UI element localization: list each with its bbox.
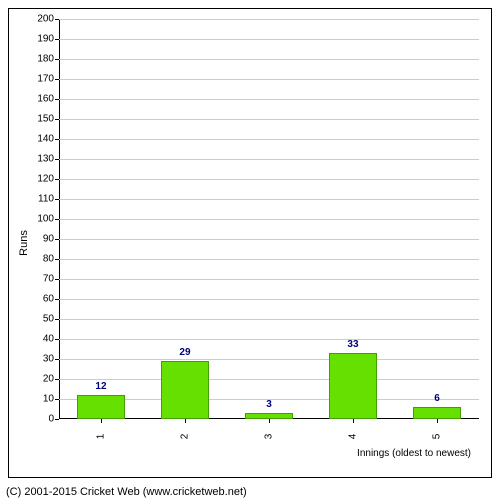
ytick-label: 170	[37, 74, 54, 85]
ytick-mark	[55, 39, 59, 40]
ytick-label: 130	[37, 154, 54, 165]
gridline	[59, 79, 479, 80]
ytick-mark	[55, 219, 59, 220]
xtick-label: 2	[180, 434, 191, 440]
gridline	[59, 179, 479, 180]
ytick-mark	[55, 399, 59, 400]
ytick-label: 110	[38, 194, 54, 205]
gridline	[59, 319, 479, 320]
ytick-label: 10	[43, 394, 54, 405]
xtick-label: 4	[348, 434, 359, 440]
footer-copyright: (C) 2001-2015 Cricket Web (www.cricketwe…	[6, 486, 247, 498]
gridline	[59, 279, 479, 280]
ytick-label: 100	[37, 214, 54, 225]
ytick-label: 120	[37, 174, 54, 185]
gridline	[59, 19, 479, 20]
ytick-mark	[55, 339, 59, 340]
gridline	[59, 239, 479, 240]
ytick-mark	[55, 79, 59, 80]
xtick-label: 5	[432, 434, 443, 440]
ytick-label: 160	[37, 94, 54, 105]
bar: 33	[329, 353, 378, 419]
bar: 29	[161, 361, 210, 419]
ytick-label: 50	[43, 314, 54, 325]
ytick-label: 80	[43, 254, 54, 265]
ytick-label: 140	[37, 134, 54, 145]
gridline	[59, 119, 479, 120]
gridline	[59, 219, 479, 220]
gridline	[59, 159, 479, 160]
ytick-mark	[55, 239, 59, 240]
bar: 6	[413, 407, 462, 419]
gridline	[59, 139, 479, 140]
bar: 12	[77, 395, 126, 419]
gridline	[59, 59, 479, 60]
gridline	[59, 359, 479, 360]
ytick-label: 190	[37, 34, 54, 45]
ytick-label: 30	[43, 354, 54, 365]
ytick-mark	[55, 279, 59, 280]
gridline	[59, 339, 479, 340]
ytick-mark	[55, 419, 59, 420]
ytick-label: 0	[48, 414, 54, 425]
bar-value-label: 3	[266, 399, 272, 410]
ytick-mark	[55, 119, 59, 120]
ytick-label: 60	[43, 294, 54, 305]
y-axis-label: Runs	[18, 230, 30, 256]
xtick-label: 3	[264, 434, 275, 440]
ytick-mark	[55, 99, 59, 100]
gridline	[59, 379, 479, 380]
ytick-mark	[55, 359, 59, 360]
ytick-mark	[55, 199, 59, 200]
gridline	[59, 99, 479, 100]
ytick-label: 200	[37, 14, 54, 25]
ytick-mark	[55, 139, 59, 140]
xtick-label: 1	[96, 434, 107, 440]
ytick-label: 40	[43, 334, 54, 345]
xtick-mark	[185, 419, 186, 423]
ytick-label: 20	[43, 374, 54, 385]
gridline	[59, 299, 479, 300]
x-axis-label: Innings (oldest to newest)	[357, 448, 471, 459]
bar-value-label: 6	[434, 393, 440, 404]
ytick-mark	[55, 59, 59, 60]
xtick-mark	[101, 419, 102, 423]
ytick-mark	[55, 379, 59, 380]
ytick-mark	[55, 319, 59, 320]
xtick-mark	[269, 419, 270, 423]
bar-value-label: 29	[179, 347, 190, 358]
ytick-label: 90	[43, 234, 54, 245]
bar-value-label: 12	[95, 381, 106, 392]
bar-value-label: 33	[347, 339, 358, 350]
ytick-label: 180	[37, 54, 54, 65]
ytick-mark	[55, 259, 59, 260]
gridline	[59, 259, 479, 260]
xtick-mark	[437, 419, 438, 423]
gridline	[59, 199, 479, 200]
ytick-mark	[55, 299, 59, 300]
ytick-mark	[55, 19, 59, 20]
plot-area: 0102030405060708090100110120130140150160…	[59, 19, 479, 419]
ytick-label: 150	[37, 114, 54, 125]
chart-container: Runs 01020304050607080901001101201301401…	[8, 8, 492, 478]
xtick-mark	[353, 419, 354, 423]
ytick-mark	[55, 179, 59, 180]
ytick-label: 70	[43, 274, 54, 285]
ytick-mark	[55, 159, 59, 160]
gridline	[59, 39, 479, 40]
